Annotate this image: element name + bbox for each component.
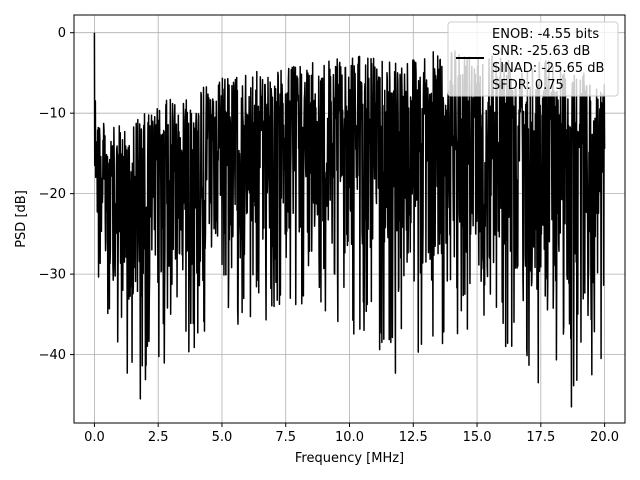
y-tick-label: −10 bbox=[39, 107, 66, 122]
legend: ENOB: -4.55 bits SNR: -25.63 dB SINAD: -… bbox=[447, 21, 619, 97]
y-tick-label: 0 bbox=[58, 26, 66, 41]
x-axis-label: Frequency [MHz] bbox=[295, 451, 404, 466]
y-tick-label: −40 bbox=[39, 348, 66, 363]
x-tick-label: 12.5 bbox=[399, 430, 428, 445]
legend-sfdr: SFDR: 0.75 bbox=[492, 78, 564, 93]
y-axis-label: PSD [dB] bbox=[14, 190, 29, 248]
x-tick-label: 20.0 bbox=[590, 430, 619, 445]
legend-enob: ENOB: -4.55 bits bbox=[492, 27, 599, 42]
y-tick-label: −30 bbox=[39, 268, 66, 283]
x-tick-label: 0.0 bbox=[84, 430, 105, 445]
x-tick-label: 2.5 bbox=[148, 430, 169, 445]
legend-box bbox=[447, 21, 619, 97]
y-tick-label: −20 bbox=[39, 187, 66, 202]
psd-series-line bbox=[93, 32, 606, 408]
x-tick-label: 5.0 bbox=[212, 430, 233, 445]
x-tick-label: 15.0 bbox=[463, 430, 492, 445]
y-axis: 0 −10 −20 −30 −40 bbox=[39, 26, 74, 363]
x-tick-label: 7.5 bbox=[275, 430, 296, 445]
series-group bbox=[93, 32, 606, 408]
x-tick-label: 10.0 bbox=[335, 430, 364, 445]
legend-snr: SNR: -25.63 dB bbox=[492, 44, 590, 59]
x-tick-label: 17.5 bbox=[526, 430, 555, 445]
legend-sinad: SINAD: -25.65 dB bbox=[492, 61, 604, 76]
x-axis: 0.0 2.5 5.0 7.5 10.0 12.5 15.0 17.5 20.0 bbox=[84, 423, 619, 445]
